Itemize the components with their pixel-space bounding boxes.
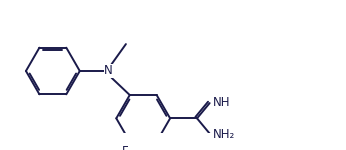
Text: F: F — [122, 145, 128, 150]
Text: N: N — [104, 64, 113, 78]
Text: NH₂: NH₂ — [212, 128, 235, 141]
Text: NH: NH — [212, 96, 230, 109]
